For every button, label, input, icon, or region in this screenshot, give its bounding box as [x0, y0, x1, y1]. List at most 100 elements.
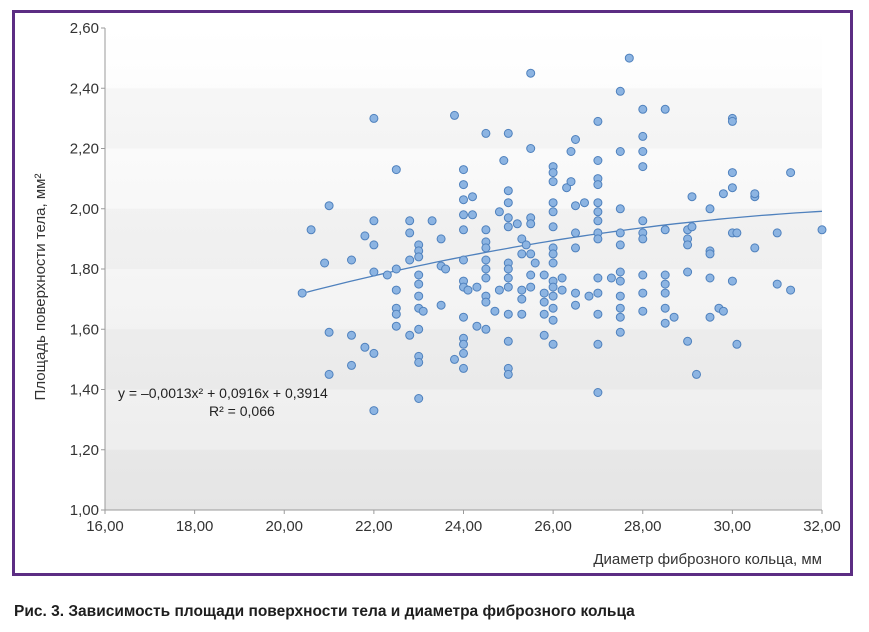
data-point	[347, 360, 356, 370]
data-point	[441, 264, 451, 274]
data-point	[459, 195, 468, 205]
data-point	[750, 243, 760, 253]
data-point	[638, 270, 648, 280]
data-point	[503, 186, 513, 196]
x-tick-label: 20,00	[265, 518, 303, 535]
data-point	[548, 207, 558, 217]
data-point	[391, 309, 401, 319]
data-point	[772, 228, 782, 238]
data-point	[369, 406, 379, 416]
y-tick-label: 2,40	[70, 80, 99, 97]
data-point	[571, 300, 580, 310]
data-point	[369, 348, 379, 358]
data-point	[472, 282, 482, 292]
data-point	[459, 210, 468, 220]
data-point	[459, 312, 468, 322]
data-point	[503, 213, 513, 223]
scatter-chart: 1,00 1,20 1,40 1,60 1,80 2,00 2,20 2,40 2,60 16,…	[32, 20, 841, 568]
y-tick-label: 1,60	[70, 321, 99, 338]
data-point	[660, 104, 670, 114]
data-point	[418, 306, 428, 316]
data-point	[405, 228, 415, 238]
data-point	[750, 189, 760, 199]
data-point	[490, 306, 500, 316]
data-point	[347, 255, 356, 265]
data-point	[571, 288, 580, 298]
plot-background	[105, 28, 822, 510]
data-point	[481, 273, 491, 283]
data-point	[539, 330, 549, 340]
data-point	[615, 147, 625, 156]
data-point	[503, 369, 513, 379]
data-point	[593, 388, 603, 397]
data-point	[459, 255, 468, 265]
data-point	[324, 201, 334, 211]
y-tick-label: 1,40	[70, 382, 99, 399]
data-point	[481, 324, 491, 334]
y-axis-label: Площадь поверхности тела, мм²	[32, 174, 49, 401]
data-point	[391, 285, 401, 295]
data-point	[727, 276, 737, 286]
data-point	[638, 288, 648, 298]
data-point	[571, 201, 580, 211]
y-tick-label: 2,60	[70, 20, 99, 37]
data-point	[494, 285, 504, 295]
x-tick-label: 32,00	[803, 518, 841, 535]
data-point	[414, 357, 424, 367]
data-point	[369, 240, 379, 250]
data-point	[615, 228, 625, 238]
data-point	[687, 222, 697, 232]
data-point	[459, 165, 468, 175]
data-point	[786, 285, 796, 295]
data-point	[718, 189, 728, 199]
data-point	[593, 309, 603, 319]
data-point	[503, 128, 513, 138]
data-point	[548, 258, 558, 268]
data-point	[548, 291, 558, 301]
data-point	[593, 273, 603, 283]
data-point	[615, 303, 625, 313]
data-point	[521, 240, 531, 250]
trendline	[306, 210, 823, 293]
data-point	[539, 309, 549, 319]
data-point	[450, 110, 459, 120]
data-point	[481, 225, 491, 235]
data-point	[391, 321, 401, 331]
data-point	[557, 285, 567, 295]
data-point	[517, 249, 527, 259]
data-point	[503, 336, 513, 346]
data-point	[539, 270, 549, 280]
data-point	[526, 68, 536, 78]
data-point	[571, 228, 580, 238]
data-point	[548, 198, 558, 208]
data-point	[772, 279, 782, 289]
data-point	[548, 339, 558, 349]
data-point	[405, 255, 415, 265]
data-point	[503, 198, 513, 208]
data-point	[660, 318, 670, 328]
data-point	[320, 258, 330, 268]
data-point	[324, 369, 334, 379]
data-point	[481, 255, 491, 265]
data-point	[539, 288, 549, 298]
data-point	[593, 198, 603, 208]
data-point	[593, 234, 603, 244]
data-point	[593, 156, 603, 165]
x-axis-label: Диаметр фиброзного кольца, мм	[593, 551, 822, 568]
data-point	[593, 339, 603, 349]
data-point	[683, 267, 693, 277]
data-point	[526, 249, 536, 259]
data-point	[459, 348, 468, 358]
data-point	[548, 282, 558, 292]
data-point	[405, 216, 415, 226]
data-point	[732, 228, 742, 238]
grid-band	[105, 450, 822, 510]
data-point	[414, 270, 424, 280]
data-point	[638, 147, 648, 156]
data-point	[683, 240, 693, 250]
x-tick-label: 28,00	[624, 518, 662, 535]
data-point	[705, 249, 715, 259]
data-point	[503, 273, 513, 283]
data-point	[638, 162, 648, 172]
data-point	[347, 330, 356, 340]
